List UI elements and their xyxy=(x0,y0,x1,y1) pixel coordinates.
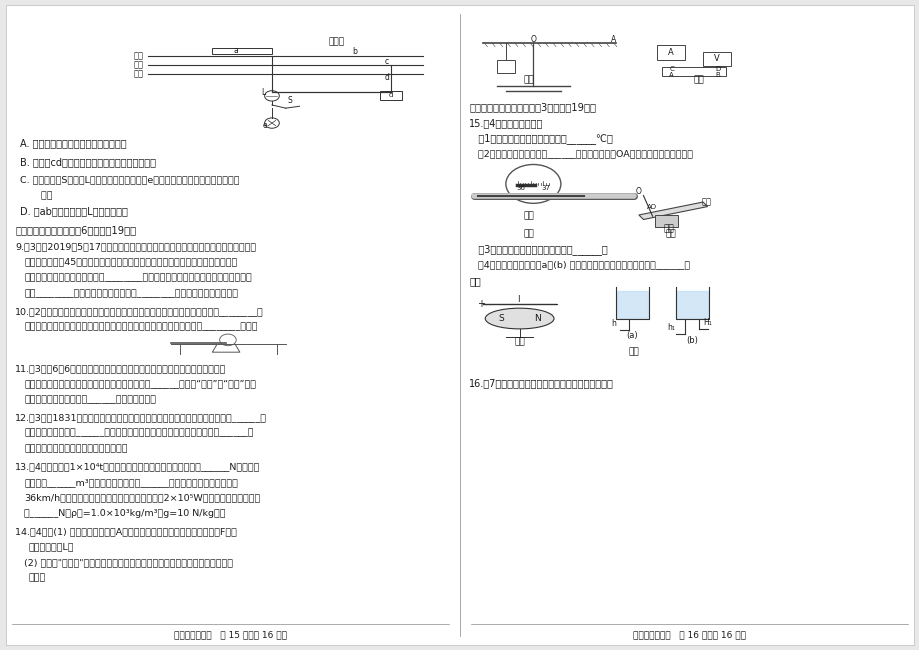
Text: (a): (a) xyxy=(626,331,638,340)
Text: 图二: 图二 xyxy=(664,229,675,239)
Text: d: d xyxy=(384,73,390,83)
FancyBboxPatch shape xyxy=(380,91,402,99)
Text: +: + xyxy=(477,299,485,309)
Text: e: e xyxy=(263,122,267,130)
FancyBboxPatch shape xyxy=(661,67,725,76)
Text: （3）图三所示，奥斯特实验揭示了______。: （3）图三所示，奥斯特实验揭示了______。 xyxy=(469,244,607,255)
Text: H₁: H₁ xyxy=(702,318,711,327)
Text: 火线: 火线 xyxy=(133,51,143,60)
Text: （2）图二所示，缓慢改变______，通过观察细线OA的方向来判断重力方向。: （2）图二所示，缓慢改变______，通过观察细线OA的方向来判断重力方向。 xyxy=(469,149,692,158)
Text: 37: 37 xyxy=(541,185,550,190)
Text: 物理与化学试卷   第 15 页（共 16 页）: 物理与化学试卷 第 15 页（共 16 页） xyxy=(174,630,287,639)
Text: 意图及其力臂L。: 意图及其力臂L。 xyxy=(28,543,74,551)
Text: 物理与化学试卷   第 16 页（共 16 页）: 物理与化学试卷 第 16 页（共 16 页） xyxy=(632,630,745,639)
Text: a: a xyxy=(233,46,238,55)
Text: 关。: 关。 xyxy=(469,276,481,286)
Text: C: C xyxy=(668,66,673,72)
Text: b: b xyxy=(351,47,357,56)
FancyBboxPatch shape xyxy=(654,215,677,227)
FancyBboxPatch shape xyxy=(212,48,272,54)
Text: A. 若熔断器熔丝断了，可以用铜丝代替: A. 若熔断器熔丝断了，可以用铜丝代替 xyxy=(19,138,126,149)
Polygon shape xyxy=(638,202,707,220)
Text: O: O xyxy=(530,34,536,44)
Text: 10.（2分）如图所示，用尺子快速水平击打盖在杯口的硬纸片，鸡蛋由于具有________并: 10.（2分）如图所示，用尺子快速水平击打盖在杯口的硬纸片，鸡蛋由于具有____… xyxy=(15,307,264,316)
Text: C. 若闭合开关S，灯泡L不发光。用测电笔检测e点，氖管不发光，则说明灯丝一定: C. 若闭合开关S，灯泡L不发光。用测电笔检测e点，氖管不发光，则说明灯丝一定 xyxy=(19,175,239,184)
Text: 二、填空与作图（本题共6小题，共19分）: 二、填空与作图（本题共6小题，共19分） xyxy=(15,225,136,235)
Text: 14.（4分）(1) 在图一所示杠杆的A点，画出使杠杆在水平位置时最小拉力F的示: 14.（4分）(1) 在图一所示杠杆的A点，画出使杠杆在水平位置时最小拉力F的示 xyxy=(15,527,237,536)
Text: 图一: 图一 xyxy=(523,75,534,84)
Text: 未随纸片一起飞出。假设纸片飞出后不再受任何力的作用，纸片将保持________状态。: 未随纸片一起飞出。假设纸片飞出后不再受任何力的作用，纸片将保持________状… xyxy=(24,322,257,332)
Text: A: A xyxy=(667,48,673,57)
Text: 11.（3分）6月6日是全国爱眼日。眼球中晶状体和角膜的共同作用相当于一个: 11.（3分）6月6日是全国爱眼日。眼球中晶状体和角膜的共同作用相当于一个 xyxy=(15,364,226,373)
Text: （4）图四所示，比较（a）(b) 实验可知：液体内部的压强大小与______有: （4）图四所示，比较（a）(b) 实验可知：液体内部的压强大小与______有 xyxy=(469,260,689,269)
Text: c: c xyxy=(384,57,389,66)
Text: A: A xyxy=(611,34,616,44)
Text: 连接。: 连接。 xyxy=(28,573,46,582)
FancyBboxPatch shape xyxy=(6,5,913,645)
Text: N: N xyxy=(534,314,540,323)
Text: 15.（4分）按要求填空。: 15.（4分）按要求填空。 xyxy=(469,118,543,128)
Text: I: I xyxy=(516,294,519,304)
Text: （1）图一所示，体温计的示数为______℃。: （1）图一所示，体温计的示数为______℃。 xyxy=(469,133,612,144)
Text: 北斗卫星系统第45颗卫星。在载荷一定的情况下，为使火箭获得足够大的升空飞行: 北斗卫星系统第45颗卫星。在载荷一定的情况下，为使火箭获得足够大的升空飞行 xyxy=(24,257,237,266)
Text: 断了: 断了 xyxy=(28,191,52,200)
Circle shape xyxy=(505,164,561,203)
Text: 图二: 图二 xyxy=(692,75,703,84)
FancyBboxPatch shape xyxy=(702,52,730,66)
Text: 缩小的实像。近视眼佩戴______透镜矫正视力。: 缩小的实像。近视眼佩戴______透镜矫正视力。 xyxy=(24,395,156,404)
Text: 透镜。视力正常的人看物体时，物体在视网膜上成______（填写“正立”或“倒立”）、: 透镜。视力正常的人看物体时，物体在视网膜上成______（填写“正立”或“倒立”… xyxy=(24,380,256,388)
Text: 三、实验与探究题（本题共3小题，计19分）: 三、实验与探究题（本题共3小题，计19分） xyxy=(469,101,596,112)
Text: -: - xyxy=(554,299,557,309)
Text: 13.（4分）质量为1×10⁴t的轮船静止在水面上时，受到的浮力是______N，排开水: 13.（4分）质量为1×10⁴t的轮船静止在水面上时，受到的浮力是______N… xyxy=(15,462,260,471)
Text: 动时，电路中会产生______，这个现象叫作电磁感应。根据此原理发明的______，: 动时，电路中会产生______，这个现象叫作电磁感应。根据此原理发明的_____… xyxy=(24,428,254,437)
Text: S: S xyxy=(498,314,504,323)
Text: 图一: 图一 xyxy=(523,211,534,220)
Text: 地线: 地线 xyxy=(133,70,143,79)
Text: 的体积是______m³。轮船利用柴油机的______冲程获得机械能。当轮船以: 的体积是______m³。轮船利用柴油机的______冲程获得机械能。当轮船以 xyxy=(24,478,238,487)
Text: 36km/h的速度匀速行驶时，柴油机的输出功率是2×10⁵W，则轮船受到的牵引力: 36km/h的速度匀速行驶时，柴油机的输出功率是2×10⁵W，则轮船受到的牵引力 xyxy=(24,493,260,502)
Text: 木板: 木板 xyxy=(700,198,710,207)
Text: (2) 图二是"伏安法"测量小灯泡电功率的实物电路，用笔画线代替导线完成电路: (2) 图二是"伏安法"测量小灯泡电功率的实物电路，用笔画线代替导线完成电路 xyxy=(24,558,233,567)
Text: AO: AO xyxy=(646,203,656,209)
Text: 36: 36 xyxy=(516,185,525,190)
Text: S: S xyxy=(288,96,292,105)
Ellipse shape xyxy=(484,308,553,329)
Text: 图二: 图二 xyxy=(663,225,674,234)
Text: 12.（3分）1831年，物理学家法拉第发现：闭合电路的一部分导体在磁场中做______运: 12.（3分）1831年，物理学家法拉第发现：闭合电路的一部分导体在磁场中做__… xyxy=(15,413,267,422)
Text: 能量，选用的燃料应具有较大的________。升空过程中，卫星与火箭分离前相对于火: 能量，选用的燃料应具有较大的________。升空过程中，卫星与火箭分离前相对于… xyxy=(24,273,252,282)
Text: h: h xyxy=(610,319,615,328)
Text: 为人类进入电气化时代做出了重大贡献。: 为人类进入电气化时代做出了重大贡献。 xyxy=(24,444,128,453)
Text: 箭是________的。入轨后，卫星是通过________和地面进行信息传递的。: 箭是________的。入轨后，卫星是通过________和地面进行信息传递的。 xyxy=(24,289,238,298)
FancyBboxPatch shape xyxy=(656,46,684,60)
Text: D. 若ab间断路，灯泡L仍能正常工作: D. 若ab间断路，灯泡L仍能正常工作 xyxy=(19,207,128,216)
Text: 16.（7分）物理小组测量一个不规则小石块的密度。: 16.（7分）物理小组测量一个不规则小石块的密度。 xyxy=(469,378,613,388)
Text: A: A xyxy=(668,72,673,78)
Text: 熔断器: 熔断器 xyxy=(328,37,344,46)
Text: O: O xyxy=(635,187,641,196)
Text: 图三: 图三 xyxy=(514,337,525,346)
Text: V: V xyxy=(713,55,719,64)
Text: B: B xyxy=(714,72,719,78)
FancyBboxPatch shape xyxy=(496,60,515,73)
Text: 图一: 图一 xyxy=(523,229,534,239)
Text: B. 若导线cd间断路，仍然可以安全使用三线插座: B. 若导线cd间断路，仍然可以安全使用三线插座 xyxy=(19,157,155,166)
Text: L: L xyxy=(261,88,265,97)
Text: D: D xyxy=(714,66,720,72)
Text: 图四: 图四 xyxy=(629,347,639,356)
Text: 是______N（ρ水=1.0×10³kg/m³，g=10 N/kg）。: 是______N（ρ水=1.0×10³kg/m³，g=10 N/kg）。 xyxy=(24,509,225,518)
Text: d: d xyxy=(389,92,393,98)
Text: 9.（3分）2019年5月17日，在西昌卫星发射中心，长征三号丙运载火箭成功发射中国: 9.（3分）2019年5月17日，在西昌卫星发射中心，长征三号丙运载火箭成功发射… xyxy=(15,242,256,251)
Text: 零线: 零线 xyxy=(133,60,143,70)
Text: h₁: h₁ xyxy=(666,323,675,332)
Text: (b): (b) xyxy=(686,336,698,345)
